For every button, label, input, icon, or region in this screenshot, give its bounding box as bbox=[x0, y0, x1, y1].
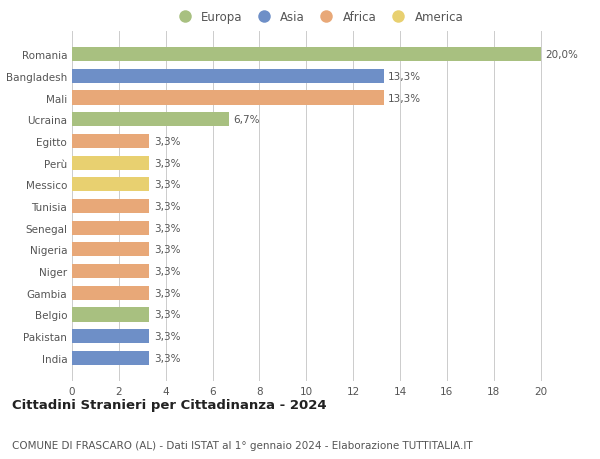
Bar bbox=[72, 91, 383, 106]
Bar bbox=[72, 178, 149, 192]
Bar bbox=[72, 264, 149, 279]
Bar bbox=[72, 113, 229, 127]
Bar bbox=[72, 48, 541, 62]
Text: COMUNE DI FRASCARO (AL) - Dati ISTAT al 1° gennaio 2024 - Elaborazione TUTTITALI: COMUNE DI FRASCARO (AL) - Dati ISTAT al … bbox=[12, 440, 473, 450]
Text: 3,3%: 3,3% bbox=[154, 310, 181, 320]
Text: Cittadini Stranieri per Cittadinanza - 2024: Cittadini Stranieri per Cittadinanza - 2… bbox=[12, 398, 326, 411]
Text: 3,3%: 3,3% bbox=[154, 223, 181, 233]
Bar bbox=[72, 156, 149, 170]
Text: 6,7%: 6,7% bbox=[233, 115, 260, 125]
Bar bbox=[72, 243, 149, 257]
Text: 13,3%: 13,3% bbox=[388, 72, 421, 82]
Bar bbox=[72, 221, 149, 235]
Bar bbox=[72, 330, 149, 343]
Bar bbox=[72, 286, 149, 300]
Text: 3,3%: 3,3% bbox=[154, 331, 181, 341]
Text: 13,3%: 13,3% bbox=[388, 93, 421, 103]
Text: 3,3%: 3,3% bbox=[154, 245, 181, 255]
Legend: Europa, Asia, Africa, America: Europa, Asia, Africa, America bbox=[168, 6, 468, 29]
Bar bbox=[72, 308, 149, 322]
Bar bbox=[72, 200, 149, 213]
Text: 3,3%: 3,3% bbox=[154, 353, 181, 363]
Text: 3,3%: 3,3% bbox=[154, 288, 181, 298]
Bar bbox=[72, 134, 149, 149]
Text: 3,3%: 3,3% bbox=[154, 158, 181, 168]
Text: 20,0%: 20,0% bbox=[545, 50, 578, 60]
Text: 3,3%: 3,3% bbox=[154, 180, 181, 190]
Text: 3,3%: 3,3% bbox=[154, 202, 181, 212]
Bar bbox=[72, 70, 383, 84]
Text: 3,3%: 3,3% bbox=[154, 137, 181, 146]
Text: 3,3%: 3,3% bbox=[154, 267, 181, 276]
Bar bbox=[72, 351, 149, 365]
